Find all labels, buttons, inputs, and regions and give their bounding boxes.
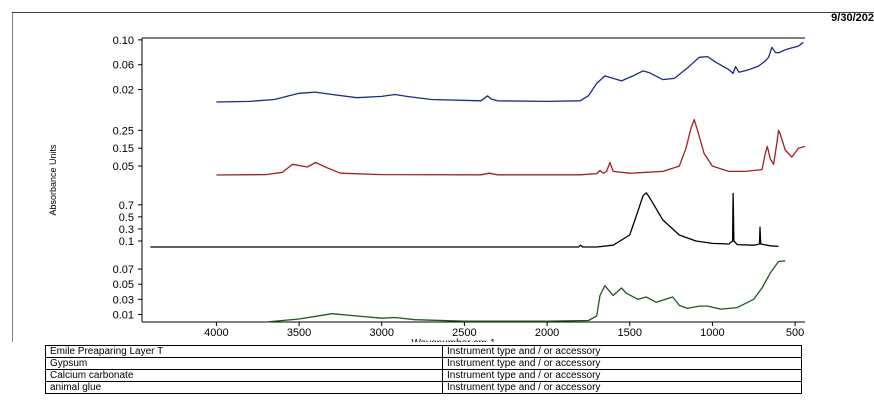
x-tick-label: 500 (786, 327, 804, 339)
legend-row: Gypsum Instrument type and / or accessor… (45, 357, 802, 370)
legend-instrument: Instrument type and / or accessory (442, 369, 802, 382)
x-tick-label: 1000 (700, 327, 724, 339)
legend-row: Emile Preaparing Layer T Instrument type… (45, 345, 802, 358)
x-tick-label: 3500 (287, 327, 311, 339)
legend-table: Emile Preaparing Layer T Instrument type… (45, 345, 802, 394)
x-tick-label: 3000 (369, 327, 393, 339)
y-axis-label: Absorbance Units (48, 144, 58, 216)
legend-instrument: Instrument type and / or accessory (442, 381, 802, 394)
legend-sample-name: Emile Preaparing Layer T (45, 345, 443, 358)
y-tick-label: 0.03 (113, 294, 134, 306)
y-tick-label: 0.05 (113, 279, 134, 291)
legend-instrument: Instrument type and / or accessory (442, 357, 802, 370)
y-tick-label: 0.1 (119, 236, 134, 248)
y-tick-label: 0.3 (119, 224, 134, 236)
x-tick-label: 1500 (618, 327, 642, 339)
x-axis-label: Wavenumber cm-1 (411, 338, 496, 342)
spectrum-line-1 (216, 41, 804, 103)
spectrum-line-4 (265, 260, 786, 323)
y-tick-label: 0.7 (119, 200, 134, 212)
legend-instrument: Instrument type and / or accessory (442, 345, 802, 358)
print-date: 9/30/202 (831, 12, 874, 24)
legend-sample-name: Gypsum (45, 357, 443, 370)
y-tick-label: 0.01 (113, 309, 134, 321)
legend-sample-name: Calcium carbonate (45, 369, 443, 382)
y-tick-label: 0.25 (113, 125, 134, 137)
y-tick-label: 0.06 (113, 60, 134, 72)
legend-row: Calcium carbonate Instrument type and / … (45, 369, 802, 382)
y-tick-label: 0.07 (113, 264, 134, 276)
spectrum-line-2 (216, 118, 806, 176)
y-tick-label: 0.10 (113, 35, 134, 47)
y-tick-label: 0.15 (113, 143, 134, 155)
spectrum-line-3 (150, 192, 779, 248)
x-tick-label: 2500 (452, 327, 476, 339)
y-tick-label: 0.05 (113, 161, 134, 173)
ftir-chart: 4000 3500 3000 2500 2000 1500 1000 500 Wavenumbe… (11, 11, 874, 401)
x-tick-label: 2000 (535, 327, 559, 339)
legend-row: animal glue Instrument type and / or acc… (45, 381, 802, 394)
x-tick-label: 4000 (204, 327, 228, 339)
legend-sample-name: animal glue (45, 381, 443, 394)
y-tick-label: 0.5 (119, 212, 134, 224)
y-tick-label: 0.02 (113, 85, 134, 97)
chart-frame: 4000 3500 3000 2500 2000 1500 1000 500 Wavenumbe… (11, 11, 874, 401)
